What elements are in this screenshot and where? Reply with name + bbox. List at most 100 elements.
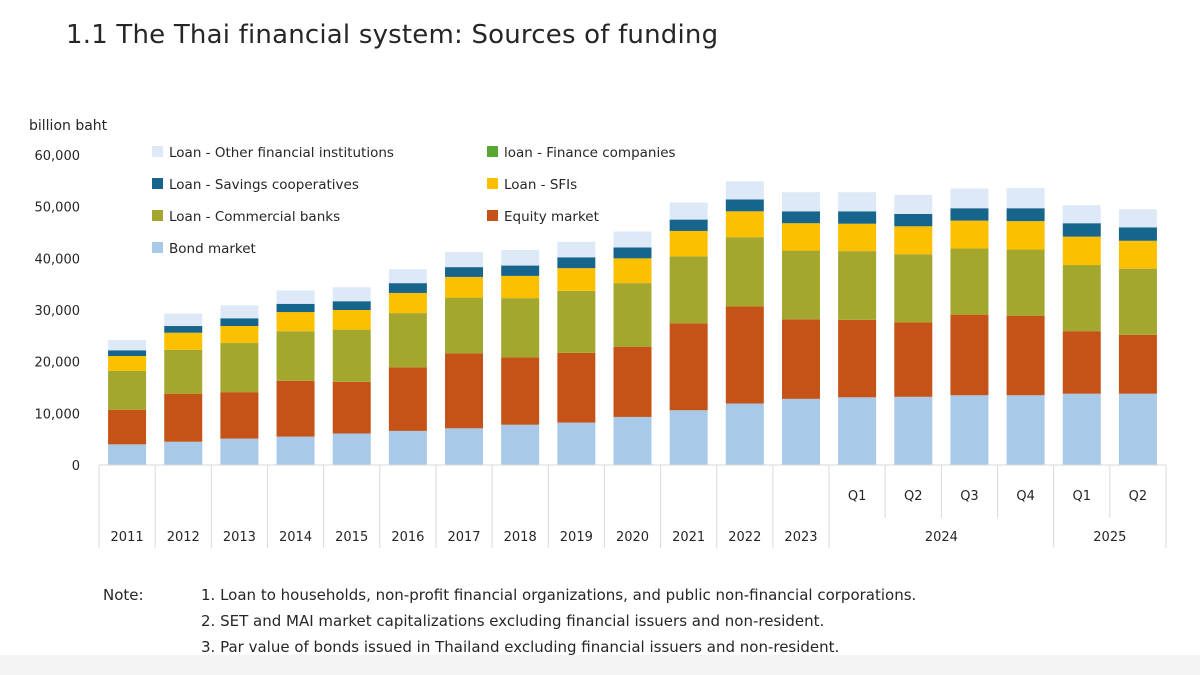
x-tick-label: 2018 — [504, 530, 537, 545]
bar-segment — [276, 290, 315, 304]
bar-segment — [276, 312, 315, 332]
bar-segment — [164, 349, 203, 394]
bar-segment — [501, 424, 540, 465]
bar-segment — [1062, 393, 1101, 465]
x-tick-label: 2017 — [447, 530, 480, 545]
legend-swatch — [487, 146, 498, 157]
y-tick-label: 0 — [72, 459, 80, 474]
bar-segment — [1006, 395, 1045, 465]
bar-segment — [332, 287, 371, 302]
bar-segment — [108, 409, 147, 445]
bar-segment — [725, 403, 764, 465]
note-item: 2. SET and MAI market capitalizations ex… — [201, 612, 825, 630]
legend-swatch — [152, 210, 163, 221]
bar-segment — [894, 396, 933, 465]
bar-segment — [838, 192, 877, 212]
bar-segment — [1062, 205, 1101, 224]
legend-swatch — [152, 146, 163, 157]
x-tick-label: 2015 — [335, 530, 368, 545]
bar-segment — [557, 257, 596, 269]
bar-segment — [613, 231, 652, 248]
bar-segment — [950, 220, 989, 249]
x-tick-label: 2021 — [672, 530, 705, 545]
x-tick-label: 2013 — [223, 530, 256, 545]
bar-segment — [1006, 249, 1045, 316]
bar-segment — [557, 290, 596, 353]
y-tick-label: 30,000 — [35, 304, 81, 319]
y-tick-label: 20,000 — [35, 356, 81, 371]
bar-segment — [332, 301, 371, 310]
bar-segment — [332, 310, 371, 330]
bar-segment — [838, 251, 877, 320]
bar-segment — [332, 329, 371, 382]
note-item: 1. Loan to households, non-profit financ… — [201, 586, 917, 604]
bar-segment — [164, 332, 203, 350]
bar-segment — [781, 319, 820, 399]
bar-segment — [220, 438, 259, 465]
stacked-bar-chart: billion baht 0 10,000 20,000 30,000 40,000 50… — [29, 118, 1167, 548]
bar-segment — [950, 188, 989, 209]
legend-swatch — [152, 178, 163, 189]
note-label: Note: — [103, 586, 144, 604]
bar-segment — [950, 248, 989, 315]
legend-label: Loan - Savings cooperatives — [169, 177, 359, 193]
x-group-label: 2024 — [925, 530, 958, 545]
x-tick-label: 2011 — [111, 530, 144, 545]
bar-segment — [445, 297, 484, 354]
bar-segment — [501, 250, 540, 266]
bar-segment — [445, 276, 484, 298]
bar-segment — [1118, 334, 1157, 394]
bar-segment — [725, 211, 764, 238]
bar-segment — [164, 393, 203, 442]
bar-segment — [1006, 221, 1045, 250]
bar-segment — [108, 339, 147, 351]
bar-segment — [108, 350, 147, 356]
bar-segment — [388, 283, 427, 293]
bar-segment — [501, 298, 540, 358]
bar-segment — [276, 436, 315, 465]
bar-segment — [388, 292, 427, 314]
bar-segment — [220, 392, 259, 439]
bar-segment — [613, 346, 652, 417]
bottom-strip — [0, 655, 1200, 675]
bar-segment — [388, 367, 427, 431]
bar-segment — [894, 322, 933, 397]
bar-segment — [781, 250, 820, 320]
y-axis-unit-label: billion baht — [29, 118, 108, 134]
legend-label: Loan - Commercial banks — [169, 209, 340, 225]
bar-segment — [894, 226, 933, 255]
bar-segment — [1118, 393, 1157, 465]
x-tick-label: 2016 — [391, 530, 424, 545]
bar-segment — [276, 331, 315, 381]
bar-segment — [501, 275, 540, 299]
x-tick-label: 2022 — [728, 530, 761, 545]
bar-segment — [220, 305, 259, 319]
bar-segment — [725, 181, 764, 200]
x-group-label: 2025 — [1093, 530, 1126, 545]
bar-segment — [838, 319, 877, 398]
bar-segment — [388, 269, 427, 284]
bar-segment — [613, 283, 652, 347]
bar-segment — [669, 230, 708, 257]
bar-segment — [950, 395, 989, 465]
bar-segment — [669, 202, 708, 220]
bar-segment — [894, 213, 933, 227]
bar-segment — [894, 194, 933, 214]
bar-segment — [838, 397, 877, 465]
bar-segment — [1062, 236, 1101, 266]
bar-segment — [557, 422, 596, 465]
bar-segment — [1118, 268, 1157, 335]
page-title: 1.1 The Thai financial system: Sources o… — [66, 20, 719, 50]
legend-swatch — [152, 242, 163, 253]
bar-segment — [220, 343, 259, 393]
y-tick-label: 50,000 — [35, 201, 81, 216]
legend-label: loan - Finance companies — [504, 145, 676, 161]
x-tick-label: 2019 — [560, 530, 593, 545]
bar-segment — [557, 241, 596, 258]
x-axis-lines — [98, 464, 1167, 548]
bars — [108, 181, 1157, 465]
bar-segment — [669, 410, 708, 465]
bar-segment — [388, 313, 427, 368]
x-tick-label: Q4 — [1016, 489, 1035, 504]
x-tick-label: Q3 — [960, 489, 979, 504]
